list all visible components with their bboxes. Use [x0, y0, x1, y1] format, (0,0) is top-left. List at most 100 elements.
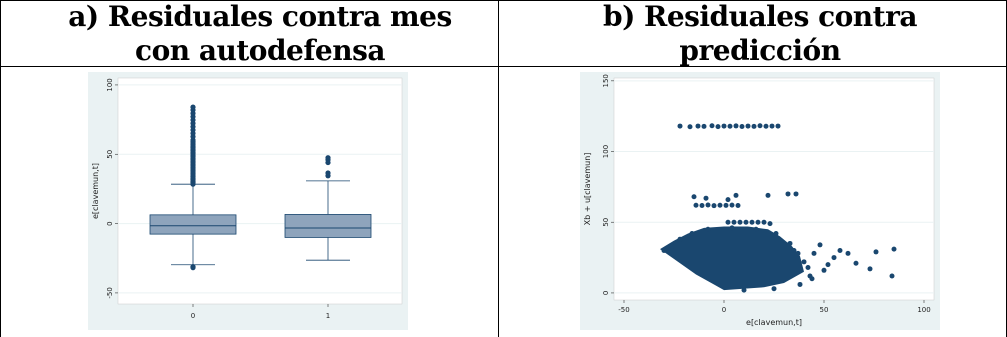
scatter-point	[715, 124, 721, 130]
scatter-point	[709, 123, 715, 129]
scatter-point	[737, 219, 743, 225]
boxplot-y-axis-label: e[clavemun,t]	[91, 163, 100, 219]
boxplot-x-tick-label: 1	[326, 312, 330, 320]
scatter-y-tick-label: 0	[602, 291, 610, 295]
scatter-point	[691, 194, 697, 200]
scatter-point	[811, 250, 817, 256]
caption-right: b) Residuales contra predicción	[602, 0, 918, 66]
scatter-point	[817, 242, 823, 248]
scatter-x-tick-label: 50	[820, 306, 829, 314]
scatter-point	[721, 123, 727, 129]
scatter-x-tick-label: 0	[722, 306, 726, 314]
scatter-point	[749, 219, 755, 225]
scatter-point	[695, 123, 701, 129]
scatter-point	[787, 240, 793, 246]
scatter-point	[795, 250, 801, 256]
boxplot-plot-area	[117, 77, 403, 305]
scatter-point	[739, 124, 745, 130]
boxplot-outlier	[325, 155, 331, 161]
scatter-point	[867, 266, 873, 272]
scatter-point	[757, 123, 763, 129]
scatter-point	[769, 123, 775, 129]
scatter-dense-cloud	[660, 226, 804, 291]
boxplot-y-tick-label: 100	[106, 78, 114, 91]
boxplot-y-tick-label: 0	[106, 221, 114, 225]
scatter-point	[775, 123, 781, 129]
scatter-point	[723, 202, 729, 208]
scatter-x-tick-label: -50	[618, 306, 629, 314]
scatter-point	[751, 123, 757, 129]
scatter-point	[687, 124, 693, 130]
scatter-chart: 0 50 100 150 -50 0 50 100 Xb + u[clavemun] e[c…	[580, 72, 940, 330]
table-header-divider	[0, 66, 1007, 67]
scatter-point	[735, 203, 741, 209]
scatter-y-tick-label: 150	[602, 74, 610, 87]
scatter-point	[891, 246, 897, 252]
scatter-point	[701, 123, 707, 129]
scatter-point	[677, 236, 683, 242]
boxplot-y-tick-label: -50	[106, 287, 114, 298]
boxplot-chart: -50 0 50 100 0 1 e[clavemun,t]	[88, 72, 408, 330]
table-top-border	[0, 0, 1007, 1]
scatter-point	[845, 250, 851, 256]
scatter-y-tick-label: 100	[602, 145, 610, 158]
scatter-point	[745, 123, 751, 129]
scatter-point	[831, 255, 837, 261]
scatter-point	[717, 202, 723, 208]
scatter-point	[763, 123, 769, 129]
scatter-point	[791, 248, 797, 254]
scatter-point	[821, 267, 827, 273]
boxplot-y-tick-label: 50	[106, 150, 114, 159]
scatter-point	[661, 248, 667, 254]
scatter-point	[729, 225, 735, 231]
scatter-point	[873, 249, 879, 255]
scatter-point	[797, 281, 803, 287]
table-mid-divider	[498, 0, 499, 337]
scatter-point	[807, 273, 813, 279]
scatter-point	[785, 191, 791, 197]
scatter-point	[733, 123, 739, 129]
scatter-point	[689, 231, 695, 237]
scatter-point	[727, 123, 733, 129]
scatter-point	[753, 226, 759, 232]
scatter-point	[669, 243, 675, 249]
boxplot-outlier	[190, 265, 196, 271]
scatter-point	[729, 202, 735, 208]
scatter-point	[825, 262, 831, 268]
scatter-x-tick-label: 100	[917, 306, 930, 314]
scatter-point	[705, 202, 711, 208]
scatter-point	[889, 273, 895, 279]
scatter-y-axis-label: Xb + u[clavemun]	[583, 153, 592, 226]
caption-left: a) Residuales contra mes con autodefensa	[68, 0, 452, 66]
scatter-point	[703, 195, 709, 201]
scatter-point	[731, 219, 737, 225]
table-left-border	[0, 0, 1, 337]
scatter-point	[711, 203, 717, 209]
scatter-point	[699, 203, 705, 209]
scatter-point	[755, 219, 761, 225]
scatter-point	[805, 264, 811, 270]
scatter-point	[693, 202, 699, 208]
scatter-point	[743, 219, 749, 225]
scatter-point	[767, 221, 773, 227]
scatter-point	[761, 219, 767, 225]
scatter-point	[741, 287, 747, 293]
boxplot-outlier	[325, 170, 331, 176]
scatter-point	[837, 248, 843, 254]
boxplot-x-tick-label: 0	[191, 312, 195, 320]
scatter-point	[677, 123, 683, 129]
scatter-point	[771, 286, 777, 292]
scatter-point	[765, 192, 771, 198]
scatter-point	[725, 197, 731, 203]
scatter-x-axis-label: e[clavemun,t]	[746, 318, 802, 327]
boxplot-outlier	[190, 104, 196, 110]
scatter-point	[705, 226, 711, 232]
scatter-point	[725, 219, 731, 225]
scatter-point	[773, 231, 779, 237]
boxplot-box-0	[149, 214, 237, 235]
scatter-point	[853, 260, 859, 266]
scatter-point	[801, 259, 807, 265]
boxplot-box-1	[284, 214, 372, 238]
scatter-point	[793, 191, 799, 197]
